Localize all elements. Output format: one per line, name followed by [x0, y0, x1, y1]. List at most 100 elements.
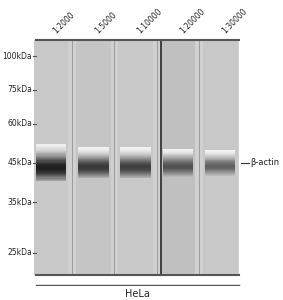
Bar	[120, 163, 151, 164]
Bar	[78, 174, 109, 175]
Bar	[162, 158, 193, 159]
Bar	[205, 163, 235, 164]
Bar	[162, 148, 193, 150]
Bar	[78, 173, 109, 174]
Bar	[36, 148, 67, 149]
Bar	[205, 158, 235, 160]
Bar	[120, 160, 151, 162]
Bar	[205, 152, 235, 154]
Bar	[205, 150, 235, 151]
Bar	[205, 169, 235, 170]
Bar	[160, 40, 195, 275]
Bar	[78, 149, 109, 151]
Bar	[120, 169, 151, 170]
Bar	[205, 160, 235, 161]
Bar	[78, 148, 109, 149]
Text: 1:20000: 1:20000	[178, 7, 207, 35]
Bar	[78, 177, 109, 178]
Bar	[162, 152, 193, 154]
Bar	[162, 176, 193, 177]
Bar	[120, 162, 151, 163]
Bar	[36, 160, 67, 162]
Bar	[205, 153, 235, 154]
Bar	[205, 162, 235, 163]
Bar	[120, 148, 151, 149]
Bar	[120, 157, 151, 158]
Bar	[36, 176, 67, 178]
Bar	[36, 163, 67, 164]
Bar	[36, 167, 67, 169]
Bar	[36, 161, 67, 163]
Bar	[205, 157, 235, 158]
Bar	[120, 153, 151, 155]
Bar	[36, 174, 67, 175]
Bar	[78, 175, 109, 176]
Bar	[205, 161, 235, 162]
Text: 45kDa: 45kDa	[7, 158, 32, 167]
Bar	[162, 163, 193, 164]
Bar	[36, 178, 67, 180]
Text: 75kDa: 75kDa	[7, 85, 32, 94]
Bar	[162, 164, 193, 165]
Bar	[205, 156, 235, 157]
Bar	[36, 152, 67, 153]
Bar	[78, 154, 109, 156]
Bar	[162, 167, 193, 169]
Bar	[120, 167, 151, 168]
Bar	[205, 164, 235, 165]
Bar	[162, 165, 193, 166]
Bar	[162, 156, 193, 157]
Bar	[36, 170, 67, 171]
Bar	[118, 40, 153, 275]
Bar	[205, 171, 235, 172]
Bar	[205, 152, 235, 153]
Bar	[78, 151, 109, 153]
Bar	[162, 161, 193, 162]
Bar	[205, 172, 235, 173]
Bar	[36, 144, 67, 146]
Bar	[162, 160, 193, 161]
Bar	[120, 149, 151, 151]
Bar	[162, 168, 193, 169]
Bar	[120, 160, 151, 161]
Bar	[78, 167, 109, 168]
Bar	[120, 150, 151, 152]
Bar	[205, 174, 235, 175]
Bar	[205, 155, 235, 156]
Bar	[36, 146, 67, 147]
Bar	[205, 158, 235, 159]
Bar	[34, 40, 68, 275]
Bar	[162, 152, 193, 153]
Bar	[78, 153, 109, 155]
Bar	[36, 157, 67, 158]
Bar	[120, 152, 151, 154]
Bar	[205, 151, 235, 152]
Bar	[120, 158, 151, 160]
Bar	[120, 174, 151, 175]
Bar	[162, 159, 193, 160]
Bar	[78, 172, 109, 173]
Bar	[162, 171, 193, 172]
Bar	[36, 180, 67, 181]
Bar	[36, 153, 67, 154]
Bar	[205, 165, 235, 166]
Bar	[36, 154, 67, 156]
Bar	[205, 169, 235, 170]
Bar	[162, 170, 193, 171]
Bar	[162, 157, 193, 158]
Bar	[120, 158, 151, 159]
Bar	[205, 173, 235, 174]
Bar	[162, 175, 193, 176]
Text: 1:30000: 1:30000	[220, 7, 249, 35]
Bar	[120, 172, 151, 173]
Bar	[120, 170, 151, 171]
Bar	[36, 147, 67, 148]
Bar	[162, 155, 193, 156]
Bar	[78, 171, 109, 172]
Bar	[120, 173, 151, 174]
Bar	[120, 165, 151, 166]
Bar	[36, 164, 67, 165]
Text: 100kDa: 100kDa	[3, 52, 32, 61]
Bar	[78, 169, 109, 170]
Bar	[162, 173, 193, 174]
